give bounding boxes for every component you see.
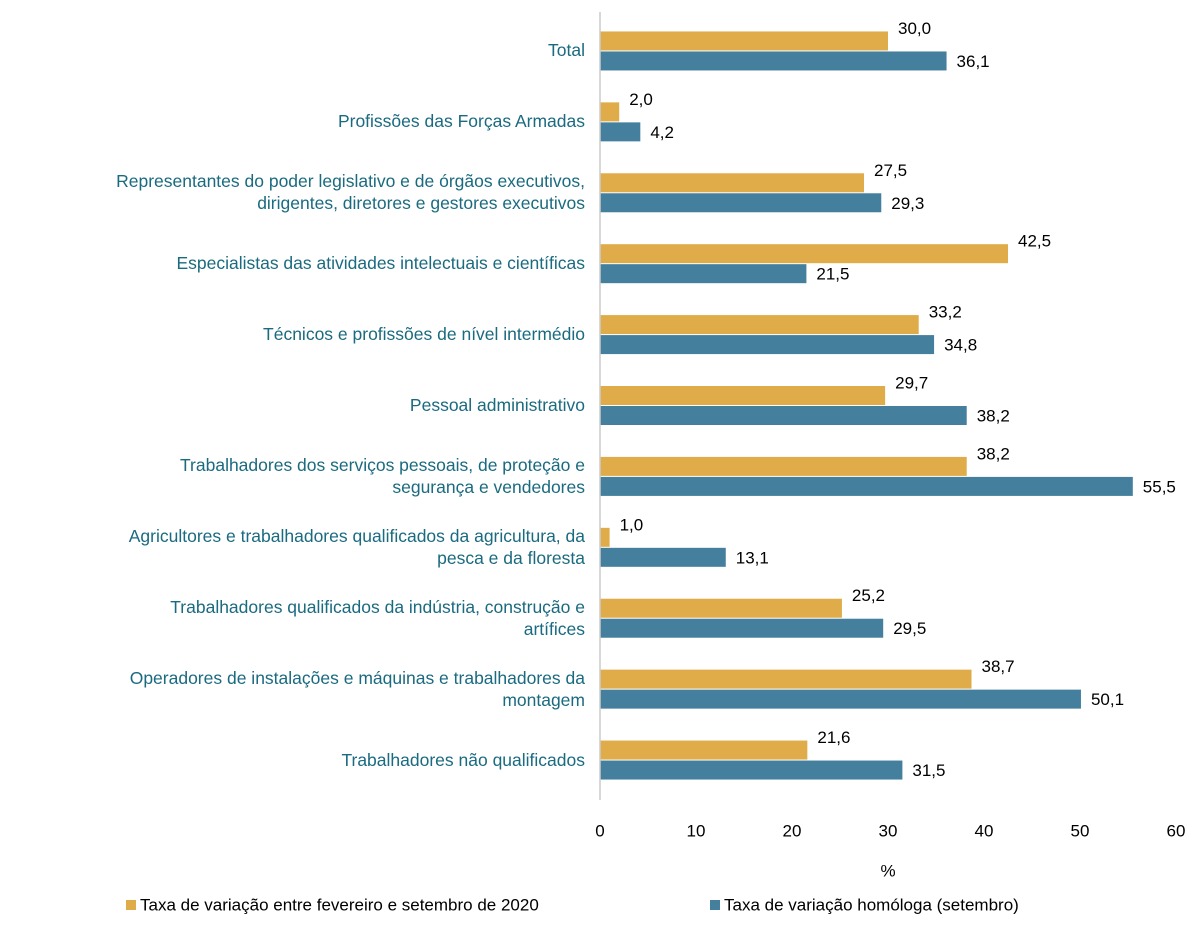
category-label: Representantes do poder legislativo e de… xyxy=(116,171,585,214)
category-label: Especialistas das atividades intelectuai… xyxy=(176,253,585,274)
bar xyxy=(600,406,967,425)
value-label: 25,2 xyxy=(852,586,885,605)
legend-label: Taxa de variação homóloga (setembro) xyxy=(724,895,1019,914)
x-tick-label: 30 xyxy=(879,821,898,840)
bar xyxy=(600,193,882,213)
value-label: 29,7 xyxy=(895,373,928,392)
bar xyxy=(600,335,935,355)
x-tick-label: 20 xyxy=(783,821,802,840)
category-label: Agricultores e trabalhadores qualificado… xyxy=(128,525,585,568)
value-label: 42,5 xyxy=(1018,232,1051,251)
value-label: 29,3 xyxy=(891,194,924,213)
category-label: Profissões das Forças Armadas xyxy=(337,111,585,132)
value-label: 2,0 xyxy=(629,90,653,109)
x-tick-label: 50 xyxy=(1071,821,1090,840)
value-label: 13,1 xyxy=(736,548,769,567)
bar xyxy=(600,760,903,780)
legend-swatch xyxy=(710,900,720,910)
value-label: 38,7 xyxy=(982,657,1015,676)
x-tick-label: 40 xyxy=(975,821,994,840)
value-label: 1,0 xyxy=(620,515,644,534)
bar xyxy=(600,102,620,122)
value-label: 21,6 xyxy=(817,728,850,747)
bar xyxy=(600,669,972,689)
bar xyxy=(600,51,947,71)
bar xyxy=(600,618,884,638)
bar xyxy=(600,527,610,547)
bar xyxy=(600,740,808,760)
value-label: 27,5 xyxy=(874,161,907,180)
category-label: Pessoal administrativo xyxy=(409,395,585,415)
bar xyxy=(600,315,919,335)
value-label: 30,0 xyxy=(898,19,931,38)
value-label: 4,2 xyxy=(650,123,674,142)
value-label: 21,5 xyxy=(816,265,849,284)
category-label: Trabalhadores dos serviços pessoais, de … xyxy=(180,454,585,497)
legend-label: Taxa de variação entre fevereiro e setem… xyxy=(140,895,539,914)
category-label: Trabalhadores não qualificados xyxy=(341,749,585,770)
value-label: 33,2 xyxy=(929,303,962,322)
value-label: 29,5 xyxy=(893,619,926,638)
value-label: 36,1 xyxy=(957,52,990,71)
category-label: Total xyxy=(548,40,585,61)
value-label: 50,1 xyxy=(1091,690,1124,709)
bar xyxy=(600,386,886,405)
category-label: Trabalhadores qualificados da indústria,… xyxy=(170,596,585,639)
bar xyxy=(600,31,888,51)
bar xyxy=(600,264,807,284)
value-label: 55,5 xyxy=(1143,477,1176,496)
bar xyxy=(600,122,641,142)
x-axis-label: % xyxy=(880,861,895,880)
bar xyxy=(600,476,1133,496)
x-tick-label: 60 xyxy=(1167,821,1186,840)
x-tick-label: 10 xyxy=(687,821,706,840)
value-label: 34,8 xyxy=(944,336,977,355)
bar xyxy=(600,689,1081,709)
category-label: Operadores de instalações e máquinas e t… xyxy=(129,667,585,710)
legend-swatch xyxy=(126,900,136,910)
bar xyxy=(600,173,864,193)
bar xyxy=(600,456,967,476)
category-label: Técnicos e profissões de nível intermédi… xyxy=(263,324,585,345)
x-tick-label: 0 xyxy=(595,821,604,840)
bar xyxy=(600,547,726,567)
value-label: 31,5 xyxy=(912,761,945,780)
bar xyxy=(600,598,842,618)
value-label: 38,2 xyxy=(977,444,1010,463)
value-label: 38,2 xyxy=(977,406,1010,425)
bar xyxy=(600,244,1008,264)
